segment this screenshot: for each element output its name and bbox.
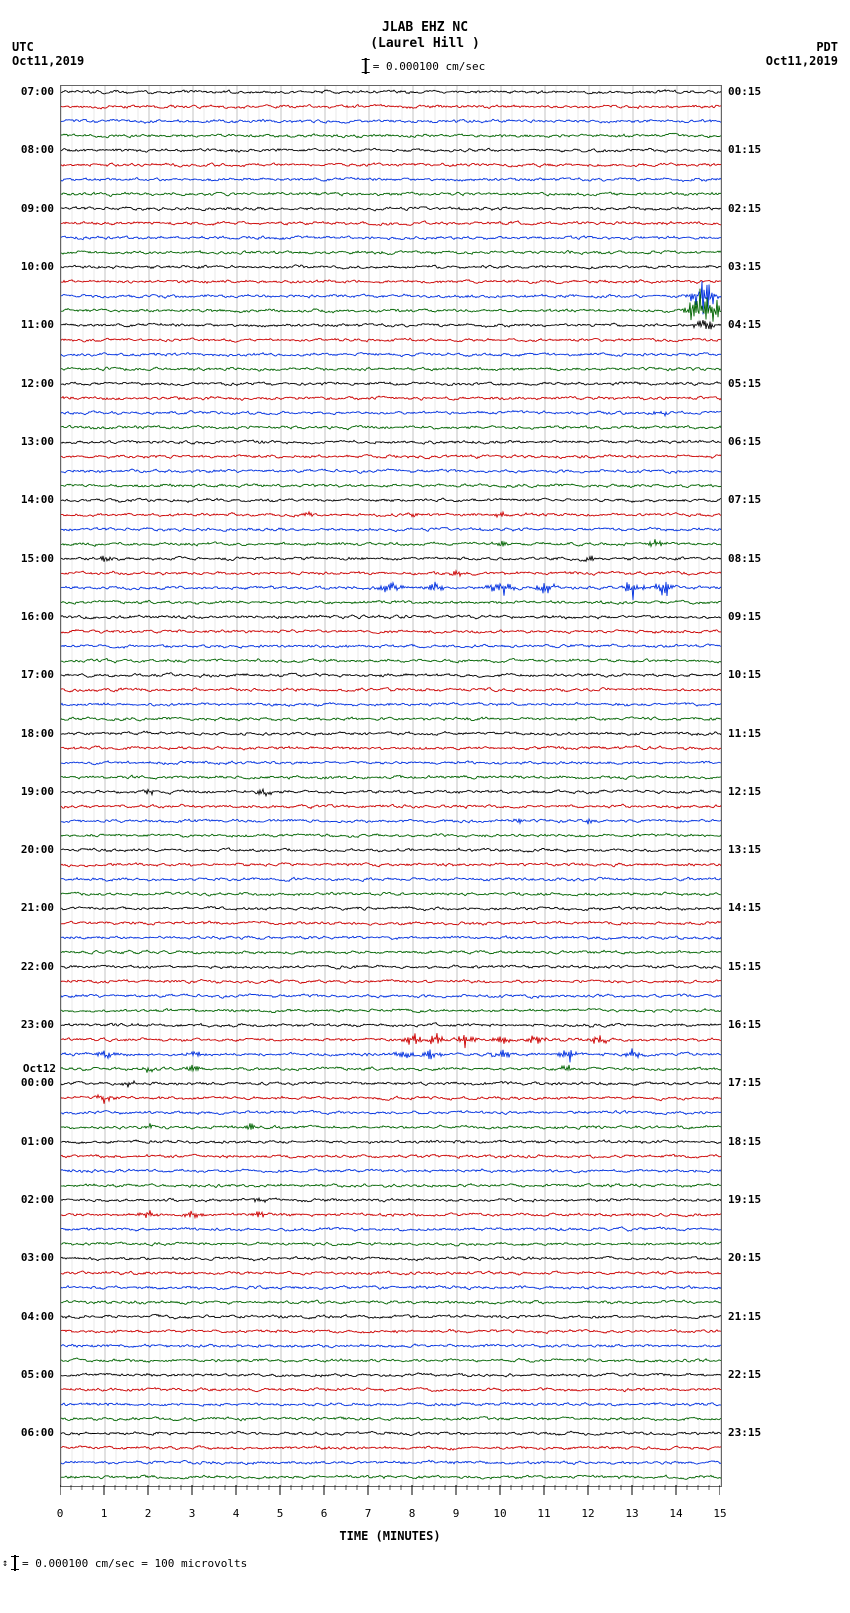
pdt-time-label: 19:15	[728, 1193, 761, 1206]
utc-time-label: 15:00	[21, 552, 54, 565]
pdt-time-label: 11:15	[728, 727, 761, 740]
x-axis-title: TIME (MINUTES)	[60, 1529, 720, 1543]
x-tick-label: 9	[453, 1507, 460, 1520]
helicorder-plot	[60, 85, 722, 1487]
utc-time-label: 12:00	[21, 377, 54, 390]
date-right: Oct11,2019	[766, 54, 838, 68]
utc-time-label: 11:00	[21, 318, 54, 331]
x-tick-label: 11	[537, 1507, 550, 1520]
x-tick-label: 1	[101, 1507, 108, 1520]
utc-time-label: 00:00	[21, 1076, 54, 1089]
pdt-time-label: 03:15	[728, 260, 761, 273]
scale-bar-icon	[14, 1555, 16, 1571]
pdt-time-label: 01:15	[728, 143, 761, 156]
x-axis: 0123456789101112131415 TIME (MINUTES)	[60, 1485, 720, 1543]
utc-time-label: 21:00	[21, 901, 54, 914]
pdt-time-label: 07:15	[728, 493, 761, 506]
utc-time-label: 07:00	[21, 85, 54, 98]
date-left: Oct11,2019	[12, 54, 84, 68]
seismogram-container: JLAB EHZ NC (Laurel Hill ) = 0.000100 cm…	[0, 0, 850, 1613]
utc-time-label: 14:00	[21, 493, 54, 506]
utc-time-label: 18:00	[21, 727, 54, 740]
x-axis-ticks	[60, 1485, 720, 1503]
x-tick-label: 3	[189, 1507, 196, 1520]
utc-time-label: 02:00	[21, 1193, 54, 1206]
date-change-label: Oct12	[6, 1062, 56, 1075]
scale-text: = 0.000100 cm/sec	[373, 60, 486, 73]
x-tick-label: 6	[321, 1507, 328, 1520]
pdt-time-label: 21:15	[728, 1310, 761, 1323]
tz-right: PDT	[816, 40, 838, 54]
helicorder-svg	[61, 86, 721, 1486]
x-tick-labels: 0123456789101112131415	[60, 1507, 720, 1527]
x-tick-label: 4	[233, 1507, 240, 1520]
pdt-time-label: 08:15	[728, 552, 761, 565]
pdt-time-label: 16:15	[728, 1018, 761, 1031]
utc-time-label: 01:00	[21, 1135, 54, 1148]
pdt-time-label: 14:15	[728, 901, 761, 914]
footer-scale-text: = 0.000100 cm/sec = 100 microvolts	[22, 1557, 247, 1570]
pdt-time-label: 05:15	[728, 377, 761, 390]
x-tick-label: 10	[493, 1507, 506, 1520]
x-tick-label: 0	[57, 1507, 64, 1520]
pdt-time-label: 18:15	[728, 1135, 761, 1148]
utc-time-label: 06:00	[21, 1426, 54, 1439]
x-tick-label: 14	[669, 1507, 682, 1520]
pdt-time-label: 13:15	[728, 843, 761, 856]
pdt-time-label: 17:15	[728, 1076, 761, 1089]
pdt-time-label: 23:15	[728, 1426, 761, 1439]
pdt-time-label: 15:15	[728, 960, 761, 973]
utc-time-label: 19:00	[21, 785, 54, 798]
utc-time-label: 04:00	[21, 1310, 54, 1323]
tz-left: UTC	[12, 40, 34, 54]
utc-time-label: 22:00	[21, 960, 54, 973]
x-tick-label: 5	[277, 1507, 284, 1520]
utc-time-label: 13:00	[21, 435, 54, 448]
utc-time-label: 05:00	[21, 1368, 54, 1381]
pdt-time-label: 20:15	[728, 1251, 761, 1264]
amplitude-scale: = 0.000100 cm/sec	[365, 58, 486, 74]
x-tick-label: 7	[365, 1507, 372, 1520]
utc-time-label: 16:00	[21, 610, 54, 623]
pdt-time-label: 04:15	[728, 318, 761, 331]
x-tick-label: 2	[145, 1507, 152, 1520]
x-tick-label: 15	[713, 1507, 726, 1520]
pdt-time-label: 06:15	[728, 435, 761, 448]
scale-bar-icon	[365, 58, 367, 74]
x-tick-label: 8	[409, 1507, 416, 1520]
pdt-time-label: 02:15	[728, 202, 761, 215]
pdt-time-label: 22:15	[728, 1368, 761, 1381]
utc-time-label: 17:00	[21, 668, 54, 681]
utc-time-label: 08:00	[21, 143, 54, 156]
pdt-time-label: 00:15	[728, 85, 761, 98]
utc-time-label: 23:00	[21, 1018, 54, 1031]
footer-scale: ↕ = 0.000100 cm/sec = 100 microvolts	[2, 1555, 247, 1571]
pdt-time-label: 09:15	[728, 610, 761, 623]
station-subtitle: (Laurel Hill )	[0, 36, 850, 51]
utc-time-label: 03:00	[21, 1251, 54, 1264]
utc-time-label: 10:00	[21, 260, 54, 273]
utc-time-label: 09:00	[21, 202, 54, 215]
pdt-time-label: 12:15	[728, 785, 761, 798]
x-tick-label: 12	[581, 1507, 594, 1520]
x-tick-label: 13	[625, 1507, 638, 1520]
pdt-time-label: 10:15	[728, 668, 761, 681]
utc-time-label: 20:00	[21, 843, 54, 856]
station-title: JLAB EHZ NC	[0, 20, 850, 35]
